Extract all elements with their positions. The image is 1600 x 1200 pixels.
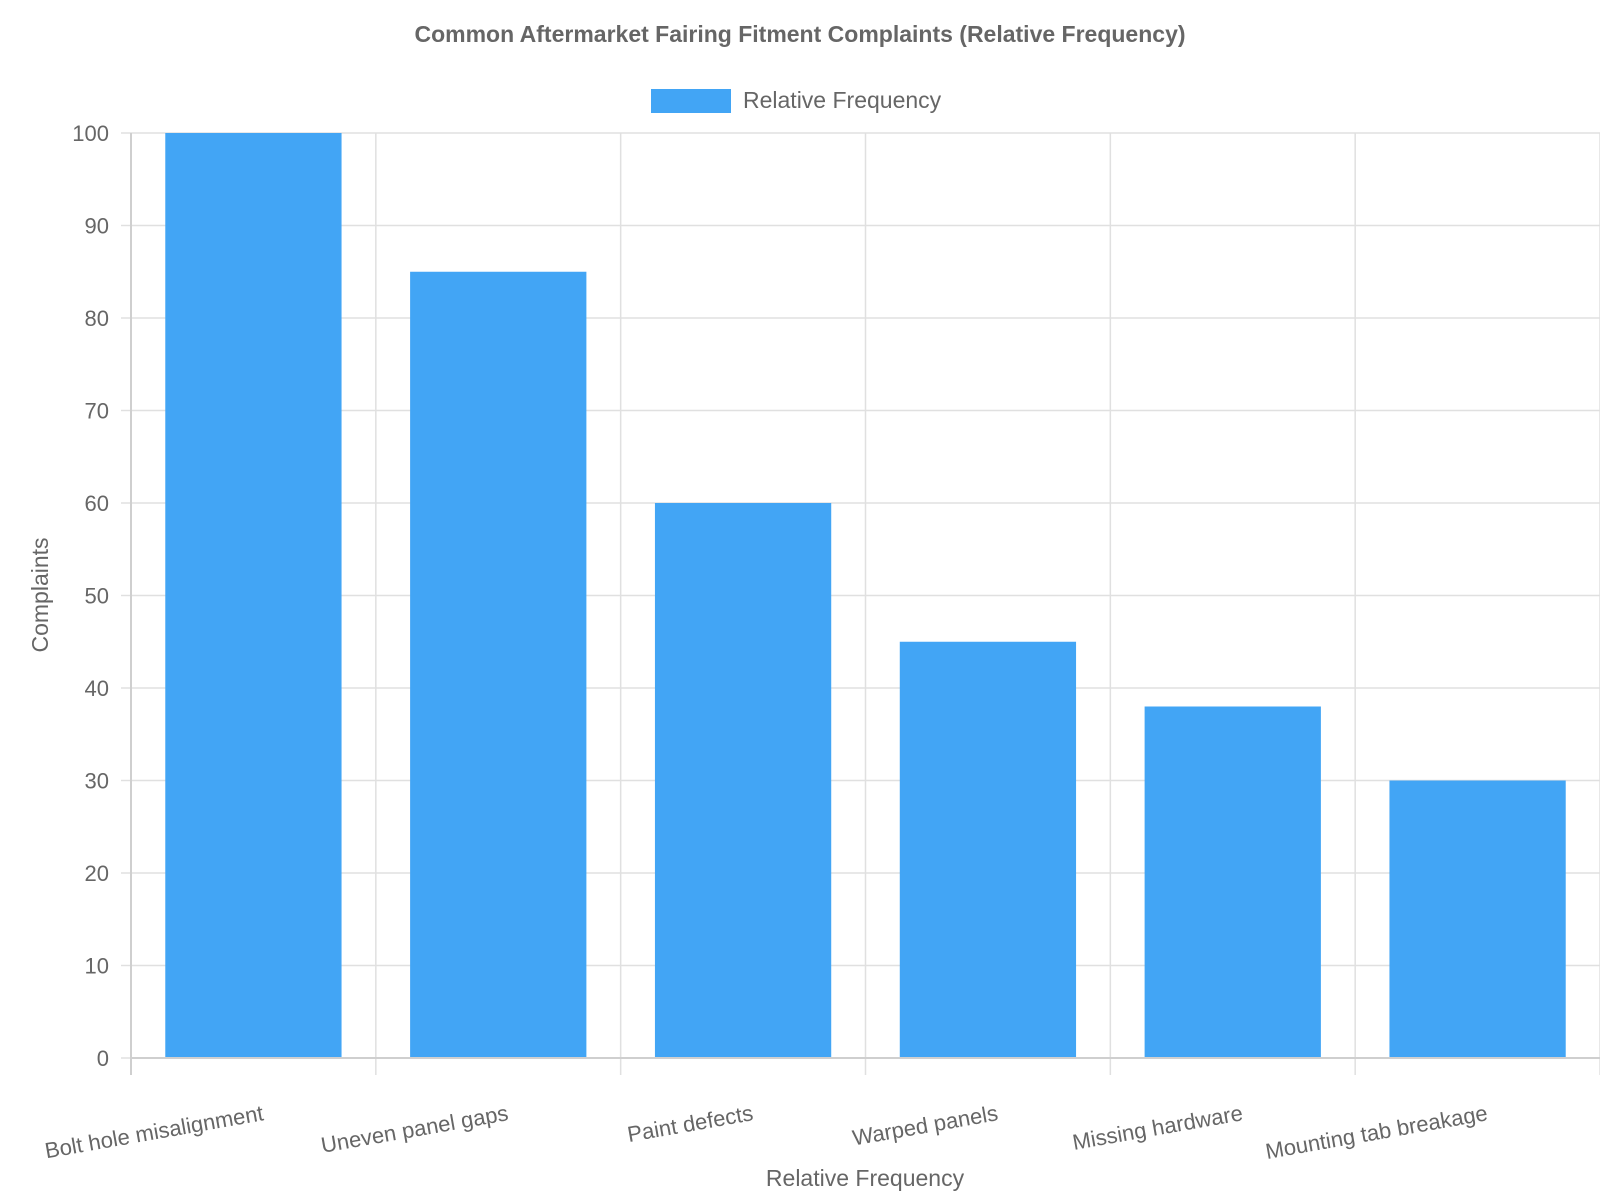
- legend[interactable]: Relative Frequency: [651, 87, 942, 113]
- bars: [165, 133, 1566, 1059]
- x-tick-label: Warped panels: [851, 1100, 1000, 1150]
- bar[interactable]: [410, 271, 587, 1058]
- bar[interactable]: [1144, 706, 1321, 1059]
- x-tick-label: Uneven panel gaps: [319, 1100, 510, 1158]
- x-axis-ticks: Bolt hole misalignment Uneven panel gaps P…: [43, 1100, 1489, 1164]
- x-tick-label: Mounting tab breakage: [1263, 1100, 1489, 1164]
- y-axis-title: Complaints: [27, 537, 53, 652]
- legend-swatch: [651, 89, 731, 113]
- y-tick-label: 70: [85, 399, 109, 424]
- y-axis-ticks: 0 10 20 30 40 50 60 70 80 90 100: [72, 121, 109, 1071]
- y-tick-label: 60: [85, 491, 109, 516]
- bar[interactable]: [165, 133, 342, 1058]
- y-tick-label: 50: [85, 584, 109, 609]
- y-tick-label: 20: [85, 861, 109, 886]
- y-tick-label: 10: [85, 954, 109, 979]
- legend-label: Relative Frequency: [743, 87, 942, 113]
- bar[interactable]: [654, 503, 832, 1058]
- axes: [130, 133, 1600, 1075]
- y-tick-label: 80: [85, 306, 109, 331]
- x-tick-label: Missing hardware: [1070, 1100, 1244, 1155]
- y-tick-label: 40: [85, 676, 109, 701]
- bar[interactable]: [1389, 780, 1566, 1059]
- chart-title: Common Aftermarket Fairing Fitment Compl…: [414, 21, 1185, 47]
- y-tick-label: 100: [72, 121, 109, 146]
- y-tick-label: 0: [97, 1046, 109, 1071]
- x-tick-label: Bolt hole misalignment: [43, 1100, 265, 1163]
- grid: [121, 132, 1600, 1075]
- bar[interactable]: [899, 641, 1077, 1058]
- y-tick-label: 90: [85, 214, 109, 239]
- y-tick-label: 30: [85, 769, 109, 794]
- x-axis-title: Relative Frequency: [766, 1165, 965, 1191]
- x-tick-label: Paint defects: [625, 1100, 755, 1147]
